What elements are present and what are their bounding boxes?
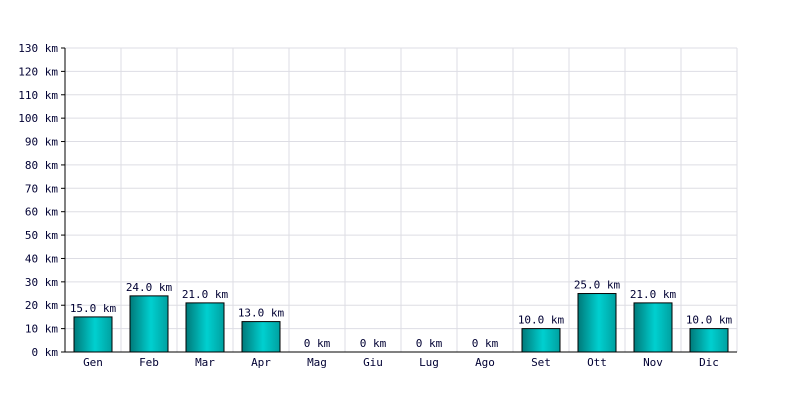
x-tick-label: Lug [419,356,439,369]
bar [689,328,729,353]
x-tick-label: Gen [83,356,103,369]
x-tick-label: Dic [699,356,719,369]
bar [241,321,281,353]
data-label: 21.0 km [182,288,229,301]
x-tick-label: Feb [139,356,159,369]
y-tick-label: 50 km [25,229,58,242]
data-label: 0 km [360,337,387,350]
x-tick-label: Apr [251,356,271,369]
y-tick-label: 110 km [18,89,58,102]
data-label: 24.0 km [126,281,173,294]
data-label: 21.0 km [630,288,677,301]
bar [521,328,561,353]
bar [577,293,617,353]
y-tick-label: 10 km [25,323,58,336]
data-label: 25.0 km [574,279,621,292]
y-tick-label: 70 km [25,182,58,195]
y-tick-label: 100 km [18,112,58,125]
data-label: 15.0 km [70,302,117,315]
y-tick-label: 0 km [32,346,59,359]
bar [73,316,113,353]
x-tick-label: Ott [587,356,607,369]
x-tick-label: Set [531,356,551,369]
y-tick-label: 20 km [25,299,58,312]
x-tick-label: Nov [643,356,663,369]
y-tick-label: 80 km [25,159,58,172]
bar [633,302,673,353]
y-tick-label: 90 km [25,136,58,149]
data-label: 0 km [416,337,443,350]
x-tick-label: Mag [307,356,327,369]
data-label: 10.0 km [518,314,565,327]
data-label: 0 km [472,337,499,350]
data-label: 13.0 km [238,307,285,320]
y-tick-label: 40 km [25,252,58,265]
data-label: 0 km [304,337,331,350]
bar [129,295,169,353]
y-tick-label: 130 km [18,42,58,55]
bar [185,302,225,353]
y-tick-label: 30 km [25,276,58,289]
x-tick-label: Giu [363,356,383,369]
y-tick-label: 120 km [18,65,58,78]
x-tick-label: Ago [475,356,495,369]
y-tick-label: 60 km [25,206,58,219]
x-tick-label: Mar [195,356,215,369]
data-label: 10.0 km [686,314,733,327]
